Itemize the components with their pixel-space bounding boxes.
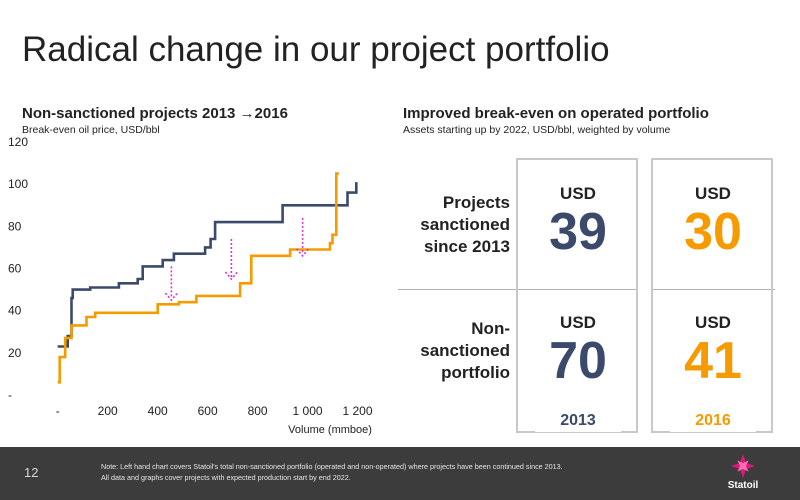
year-label-2016: 2016	[670, 410, 756, 432]
value-2016-non-sanctioned: 41	[684, 332, 742, 390]
left-panel-heading: Non-sanctioned projects 2013 →2016	[22, 105, 288, 122]
row-divider-right	[651, 289, 775, 290]
star-logo-icon	[731, 454, 755, 478]
value-2013-non-sanctioned: 70	[549, 332, 607, 390]
annotation-arrowhead-1	[164, 292, 179, 302]
usd-label: USD	[695, 184, 731, 203]
usd-label: USD	[560, 313, 596, 332]
x-axis-label: Volume (mmboe)	[288, 424, 372, 436]
value-2016-sanctioned: 30	[684, 203, 742, 261]
logo-wordmark: Statoil	[727, 480, 759, 491]
value-2013-sanctioned: 39	[549, 203, 607, 261]
footnote-line: All data and graphs cover projects with …	[101, 473, 351, 482]
column-box-2013	[516, 158, 638, 433]
usd-label: USD	[695, 313, 731, 332]
row-label-sanctioned: Projects sanctioned since 2013	[420, 193, 510, 256]
x-tick-label: 200	[98, 404, 118, 418]
y-tick-label: -	[8, 388, 12, 402]
row-divider-left	[398, 289, 638, 290]
right-panel-caption: Assets starting up by 2022, USD/bbl, wei…	[403, 124, 671, 136]
y-tick-label: 80	[8, 219, 22, 233]
y-tick-label: 60	[8, 262, 22, 276]
x-tick-label: 1 200	[343, 404, 373, 418]
series-line-1	[57, 182, 358, 348]
slide-title: Radical change in our project portfolio	[22, 30, 610, 69]
usd-label: USD	[560, 184, 596, 203]
x-tick-label: 400	[148, 404, 168, 418]
statoil-logo: Statoil	[708, 453, 778, 495]
footnote: Note: Left hand chart covers Statoil's t…	[101, 461, 563, 483]
y-tick-label: 120	[8, 135, 28, 149]
footnote-line: Note: Left hand chart covers Statoil's t…	[101, 462, 563, 471]
break-even-chart: - 20 40 60 80 100 120 - 200 400 600 800 1 000 1 200 Vo…	[8, 135, 373, 436]
y-tick-label: 40	[8, 304, 22, 318]
x-tick-label: 600	[198, 404, 218, 418]
x-tick-label: -	[56, 404, 60, 418]
year-label-2013: 2013	[535, 410, 621, 432]
x-tick-label: 1 000	[293, 404, 323, 418]
series-line-2	[57, 172, 339, 384]
y-tick-label: 100	[8, 177, 28, 191]
column-box-2016	[651, 158, 773, 433]
annotation-arrowhead-2	[224, 271, 238, 281]
row-label-non-sanctioned: Non- sanctioned portfolio	[420, 319, 510, 382]
annotation-arrowhead-3	[295, 248, 310, 258]
right-panel-heading: Improved break-even on operated portfoli…	[403, 105, 709, 122]
x-tick-label: 800	[248, 404, 268, 418]
page-number: 12	[24, 465, 39, 480]
y-tick-label: 20	[8, 346, 22, 360]
footer-bar: 12 Note: Left hand chart covers Statoil'…	[0, 447, 800, 500]
left-panel-caption: Break-even oil price, USD/bbl	[22, 124, 160, 136]
